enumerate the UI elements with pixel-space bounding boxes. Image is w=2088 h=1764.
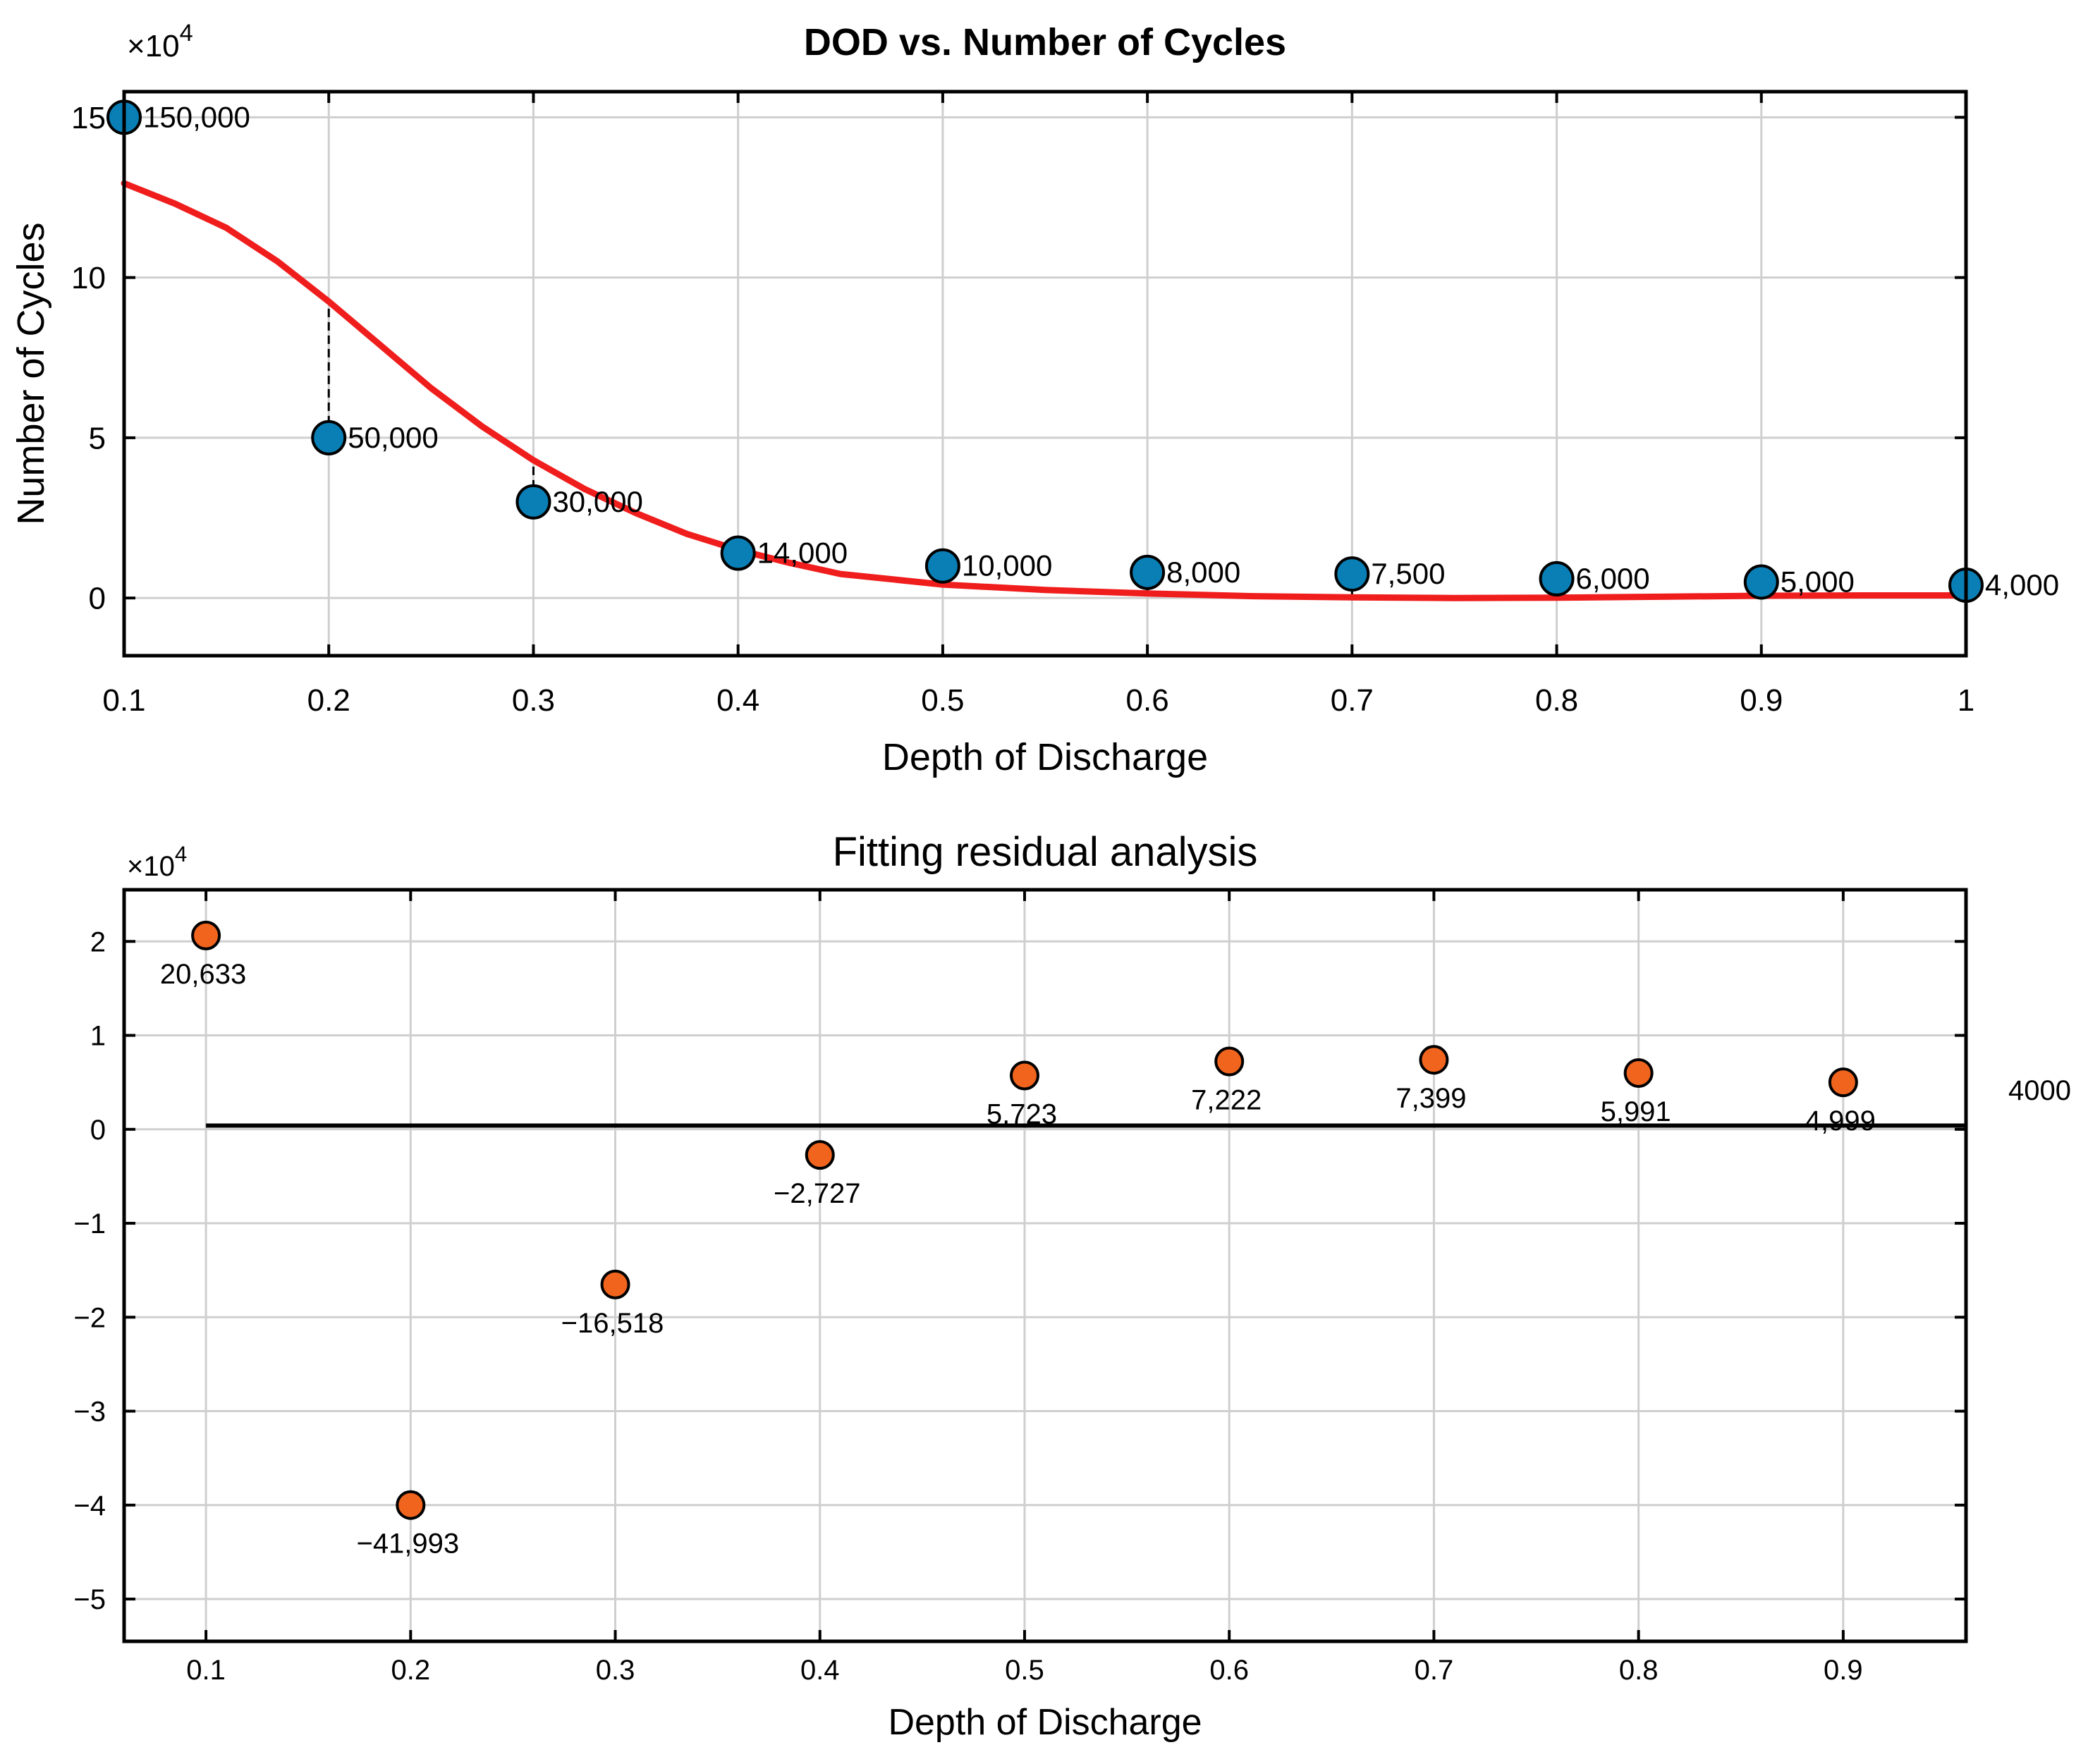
x-tick-label: 0.4 bbox=[800, 1655, 840, 1686]
data-label: 8,000 bbox=[1166, 556, 1240, 589]
x-tick-label: 0.2 bbox=[391, 1655, 431, 1686]
data-label: 10,000 bbox=[962, 549, 1052, 582]
y-multiplier-exponent: 4 bbox=[175, 842, 187, 866]
data-point bbox=[924, 548, 960, 584]
data-point bbox=[1130, 554, 1166, 590]
residual-point bbox=[1009, 1060, 1039, 1091]
x-tick-label: 0.5 bbox=[921, 683, 964, 718]
y-tick-label: −3 bbox=[73, 1397, 106, 1428]
y-tick-label: 5 bbox=[89, 421, 106, 455]
data-point bbox=[311, 419, 347, 455]
data-label: 14,000 bbox=[757, 537, 848, 570]
residual-label: 20,633 bbox=[160, 959, 246, 990]
data-label: 30,000 bbox=[552, 485, 642, 518]
y-tick-label: 0 bbox=[89, 582, 106, 616]
chart-title: DOD vs. Number of Cycles bbox=[804, 21, 1286, 63]
y-multiplier-exponent: 4 bbox=[180, 20, 193, 47]
data-point bbox=[720, 535, 756, 571]
data-label: 7,500 bbox=[1371, 557, 1445, 590]
data-label: 5,000 bbox=[1781, 565, 1855, 598]
x-tick-label: 0.8 bbox=[1619, 1655, 1659, 1686]
residual-label: 5,723 bbox=[987, 1099, 1057, 1130]
x-tick-label: 0.3 bbox=[596, 1655, 635, 1686]
y-tick-label: 1 bbox=[90, 1021, 106, 1052]
residual-point bbox=[1214, 1046, 1245, 1077]
residual-label: −2,727 bbox=[774, 1178, 860, 1209]
residual-point bbox=[1828, 1067, 1858, 1098]
fitted-curve bbox=[121, 180, 1970, 601]
y-tick-label: 10 bbox=[71, 261, 106, 295]
data-label: 6,000 bbox=[1576, 562, 1650, 595]
chart-2: 0.1 0.2 0.3 0.4 0.5 0.6 0.7 0.8 0.9 2 1 0 −1 −2 −3 −4 −5… bbox=[73, 829, 2071, 1743]
residual-label: 5,991 bbox=[1601, 1096, 1671, 1127]
plot-frame bbox=[122, 90, 1968, 658]
y-multiplier-base: ×10 bbox=[127, 29, 180, 63]
residual-label: 7,222 bbox=[1191, 1085, 1262, 1116]
x-tick-label: 0.6 bbox=[1126, 683, 1169, 718]
y-tick-label: −4 bbox=[73, 1490, 106, 1521]
y-tick-label: −2 bbox=[73, 1302, 106, 1333]
x-tick-label: 0.6 bbox=[1209, 1655, 1249, 1686]
x-tick-label: 0.2 bbox=[307, 683, 350, 718]
data-point bbox=[1743, 564, 1779, 600]
data-point bbox=[1334, 556, 1370, 592]
residual-label: 7,399 bbox=[1396, 1083, 1466, 1114]
x-tick-label: 0.4 bbox=[716, 683, 759, 718]
y-multiplier-base: ×10 bbox=[127, 851, 175, 882]
x-tick-label: 0.7 bbox=[1415, 1655, 1454, 1686]
y-tick-label: 2 bbox=[90, 926, 106, 957]
y-tick-label: 15 bbox=[71, 101, 106, 135]
residual-point bbox=[191, 920, 221, 950]
y-axis-multiplier: ×104 bbox=[127, 20, 193, 63]
plot-frame bbox=[122, 888, 1968, 1643]
data-label: 150,000 bbox=[143, 100, 250, 133]
residual-point bbox=[1419, 1045, 1449, 1075]
residual-point bbox=[396, 1490, 426, 1520]
residual-point bbox=[805, 1140, 835, 1170]
x-tick-label: 0.1 bbox=[102, 683, 145, 718]
y-axis-label: Number of Cycles bbox=[10, 222, 52, 525]
x-tick-label: 0.1 bbox=[186, 1655, 226, 1686]
residual-point bbox=[1623, 1058, 1654, 1088]
y-tick-label: 0 bbox=[90, 1115, 106, 1146]
residual-label: −16,518 bbox=[561, 1308, 664, 1339]
residual-label: 4,999 bbox=[1805, 1105, 1876, 1137]
x-axis-label: Depth of Discharge bbox=[888, 1702, 1202, 1743]
y-tick-label: −1 bbox=[73, 1208, 106, 1239]
residual-label: −41,993 bbox=[356, 1529, 459, 1560]
y-tick-label: −5 bbox=[73, 1584, 106, 1615]
data-point bbox=[1539, 561, 1575, 596]
chart-title: Fitting residual analysis bbox=[833, 829, 1258, 875]
x-tick-label: 0.9 bbox=[1740, 683, 1783, 718]
data-label: 4,000 bbox=[1985, 568, 2059, 601]
x-tick-label: 0.3 bbox=[512, 683, 555, 718]
x-tick-label: 0.5 bbox=[1005, 1655, 1044, 1686]
baseline-annotation: 4000 bbox=[2008, 1075, 2071, 1106]
x-axis-label: Depth of Discharge bbox=[882, 736, 1208, 778]
residual-point bbox=[600, 1269, 630, 1299]
x-tick-label: 1 bbox=[1958, 683, 1974, 718]
x-tick-label: 0.9 bbox=[1824, 1655, 1863, 1686]
x-tick-label: 0.7 bbox=[1331, 683, 1374, 718]
y-axis-multiplier: ×104 bbox=[127, 842, 187, 882]
data-label: 50,000 bbox=[348, 421, 438, 454]
data-point bbox=[515, 484, 551, 520]
x-tick-label: 0.8 bbox=[1535, 683, 1578, 718]
